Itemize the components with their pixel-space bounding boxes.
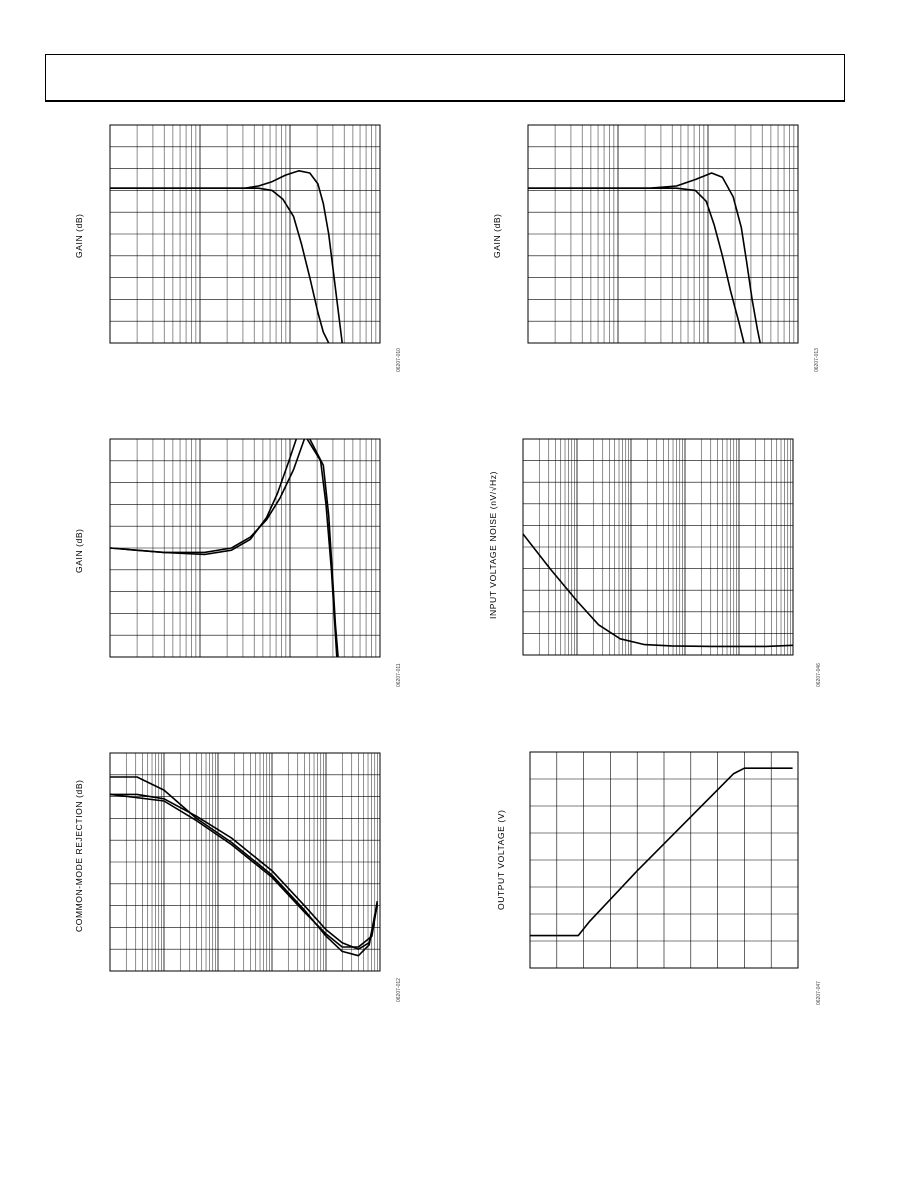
chart-output-voltage: OUTPUT VOLTAGE (V) 06207-047 [460, 740, 840, 1020]
figure-id: 06207-013 [814, 348, 820, 372]
plot-frame [109, 124, 381, 344]
plot-frame [522, 438, 794, 656]
chart-input-voltage-noise: INPUT VOLTAGE NOISE (nV/√Hz) 06207-046 [460, 425, 840, 705]
series-line-1 [110, 776, 379, 957]
series-line-1 [530, 767, 793, 937]
figure-id: 06207-012 [396, 978, 402, 1002]
plot-area [522, 438, 794, 656]
plot-area [529, 751, 799, 969]
series-line-1 [523, 533, 793, 648]
series-line-4 [309, 439, 339, 657]
series-line-2 [110, 187, 330, 343]
plot-area [109, 124, 381, 344]
plot-frame [529, 751, 799, 969]
page-header-frame [45, 54, 845, 102]
series-line-3 [110, 793, 379, 948]
grid [109, 439, 380, 657]
plot-area [527, 124, 799, 344]
figure-id: 06207-010 [396, 348, 402, 372]
plot-frame [527, 124, 799, 344]
figure-id: 06207-047 [816, 981, 822, 1005]
plot-frame [109, 752, 381, 972]
series-group [110, 439, 339, 657]
series-line-1 [528, 172, 761, 343]
series-group [110, 776, 379, 957]
series-group [530, 767, 793, 937]
grid [522, 439, 793, 655]
plot-area [109, 438, 381, 658]
chart-gain-2: GAIN (dB) 06207-013 [460, 110, 840, 390]
chart-common-mode-rejection: COMMON-MODE REJECTION (dB) 06207-012 [40, 740, 420, 1020]
grid [527, 125, 798, 343]
series-line-2 [110, 793, 379, 950]
series-group [528, 172, 761, 343]
chart-gain-3: GAIN (dB) 06207-011 [40, 425, 420, 705]
grid [109, 753, 380, 971]
series-group [523, 533, 793, 648]
grid [530, 752, 798, 968]
grid [109, 125, 380, 343]
series-group [110, 170, 343, 343]
series-line-1 [110, 439, 298, 556]
plot-area [109, 752, 381, 972]
series-line-1 [110, 170, 343, 343]
chart-gain-1: GAIN (dB) 06207-010 [40, 110, 420, 390]
figure-id: 06207-046 [816, 663, 822, 687]
series-line-2 [528, 187, 745, 343]
figure-id: 06207-011 [396, 663, 402, 687]
series-line-2 [110, 439, 306, 554]
